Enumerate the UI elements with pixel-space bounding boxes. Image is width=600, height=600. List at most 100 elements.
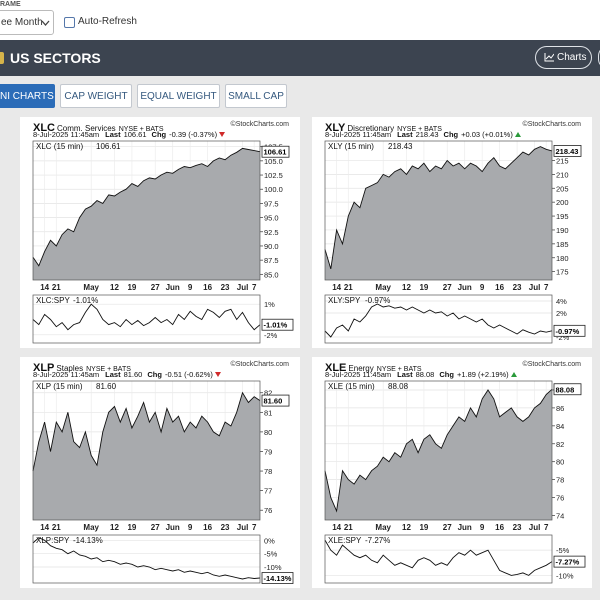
x-tick-label: 7: [544, 283, 549, 292]
tab[interactable]: CAP WEIGHT: [60, 84, 132, 108]
plot-frame: [32, 140, 261, 281]
x-tick-label: 9: [480, 283, 485, 292]
price-line: [324, 146, 553, 270]
ratio-line: [32, 303, 261, 331]
ratio-value-box: [553, 324, 586, 337]
sector-header: US SECTORS Charts: [0, 40, 600, 76]
x-tick-label: 12: [110, 523, 119, 532]
chart: 107.5105.0102.5100.097.595.092.590.087.5…: [32, 140, 294, 344]
y-tick-label: 87.5: [264, 256, 279, 265]
chart-subheader: 8-Jul-2025 11:45am Last 106.61 Chg -0.39 (-0…: [33, 130, 226, 139]
y-tick-label: 105.0: [264, 157, 283, 166]
chart-header: XLP Staples NYSE + BATS ©StockCharts.com: [33, 358, 289, 376]
price-line: [324, 388, 553, 513]
ratio-title: XLP:SPY: [36, 536, 70, 545]
chg-label: Chg: [151, 130, 167, 139]
ratio-tick-label: 1%: [264, 300, 275, 309]
charts-button[interactable]: Charts: [535, 46, 592, 69]
chart-subheader: 8-Jul-2025 11:45am Last 88.08 Chg +1.89 (+2.…: [325, 370, 517, 379]
x-tick-label: 9: [188, 523, 193, 532]
auto-refresh-checkbox[interactable]: [64, 17, 75, 28]
price-title: XLY (15 min): [328, 142, 374, 151]
period-value: ee Month: [1, 17, 43, 28]
symbol: XLE: [325, 362, 347, 374]
x-tick-label: Jun: [166, 523, 180, 532]
y-tick-label: 185: [556, 240, 569, 249]
x-tick-label: 19: [419, 283, 428, 292]
x-tick-label: 9: [480, 523, 485, 532]
x-tick-label: May: [83, 283, 99, 292]
tab[interactable]: EQUAL WEIGHT: [137, 84, 220, 108]
ratio-title: XLC:SPY: [36, 296, 70, 305]
y-tick-label: 90.0: [264, 242, 279, 251]
x-tick-label: 14: [40, 523, 49, 532]
sector-name: Discretionary: [347, 124, 395, 133]
ratio-value-box: [261, 572, 294, 584]
x-tick-label: 19: [127, 523, 136, 532]
price-area: [325, 146, 552, 280]
x-tick-label: 16: [203, 283, 212, 292]
sector-title: US SECTORS: [10, 50, 101, 66]
ratio-value-box: [261, 318, 294, 331]
last-value-label: 218.43: [556, 147, 579, 156]
x-tick-label: 16: [495, 283, 504, 292]
x-tick-label: 27: [443, 523, 452, 532]
period-dropdown[interactable]: ee Month: [0, 10, 54, 35]
x-tick-label: 16: [495, 523, 504, 532]
x-tick-label: 19: [127, 283, 136, 292]
chart-header: XLE Energy NYSE + BATS ©StockCharts.com: [325, 358, 581, 376]
x-tick-label: 21: [52, 283, 61, 292]
y-tick-label: 81: [264, 408, 272, 417]
copyright: ©StockCharts.com: [230, 361, 289, 368]
sector-name: Staples: [56, 364, 84, 373]
y-tick-label: 195: [556, 212, 569, 221]
copyright: ©StockCharts.com: [522, 121, 581, 128]
y-tick-label: 92.5: [264, 228, 279, 237]
x-tick-label: 7: [252, 523, 257, 532]
chart-panel: XLE Energy NYSE + BATS ©StockCharts.com 8-Ju…: [312, 357, 592, 588]
ratio-value-label: -7.27%: [556, 558, 580, 567]
ratio-tick-label: 0%: [264, 536, 275, 545]
chg-arrow: [219, 132, 226, 137]
x-tick-label: Jul: [529, 283, 541, 292]
date: 8-Jul-2025 11:45am: [33, 370, 100, 379]
x-tick-label: 23: [513, 283, 522, 292]
auto-refresh-label: Auto-Refresh: [78, 16, 137, 27]
symbol: XLY: [325, 122, 346, 134]
chart: 82 81 80 79 78 77 76 14 21 May 12 19 27 Jun 9 16 23 Jul 7 X…: [32, 380, 294, 584]
x-tick-label: 14: [332, 283, 341, 292]
tab-active[interactable]: INI CHARTS: [0, 84, 55, 108]
y-tick-label: 86: [556, 404, 564, 413]
y-tick-label: 78: [556, 476, 564, 485]
last-value-label: 81.60: [264, 397, 283, 406]
x-tick-label: 27: [443, 283, 452, 292]
ratio-frame: [324, 294, 553, 344]
last-value-box: [261, 394, 290, 407]
x-tick-label: 12: [110, 283, 119, 292]
x-tick-label: 21: [344, 523, 353, 532]
last-label: Last: [397, 370, 413, 379]
chg-value: +1.89 (+2.19%): [456, 370, 509, 379]
sector-name: Energy: [348, 364, 374, 373]
ratio-tick-label: 4%: [556, 297, 567, 306]
tab[interactable]: SMALL CAP: [225, 84, 287, 108]
x-tick-label: 12: [402, 283, 411, 292]
y-tick-label: 200: [556, 198, 569, 207]
last-value: 218.43: [415, 130, 439, 139]
x-tick-label: 27: [151, 283, 160, 292]
y-tick-label: 74: [556, 512, 564, 521]
ratio-title-value: -0.97%: [365, 296, 390, 305]
y-tick-label: 79: [264, 447, 272, 456]
x-tick-label: 27: [151, 523, 160, 532]
x-tick-label: 7: [252, 283, 257, 292]
ratio-title-value: -14.13%: [73, 536, 103, 545]
plot-frame: [32, 380, 261, 521]
chart-panel: XLP Staples NYSE + BATS ©StockCharts.com 8-J…: [20, 357, 300, 588]
ratio-value-label: -0.97%: [556, 327, 580, 336]
chg-value: +0.03 (+0.01%): [461, 130, 513, 139]
y-tick-label: 210: [556, 170, 569, 179]
x-tick-label: 21: [344, 283, 353, 292]
last-label: Last: [397, 130, 413, 139]
ratio-tick-label: -2%: [556, 333, 570, 342]
